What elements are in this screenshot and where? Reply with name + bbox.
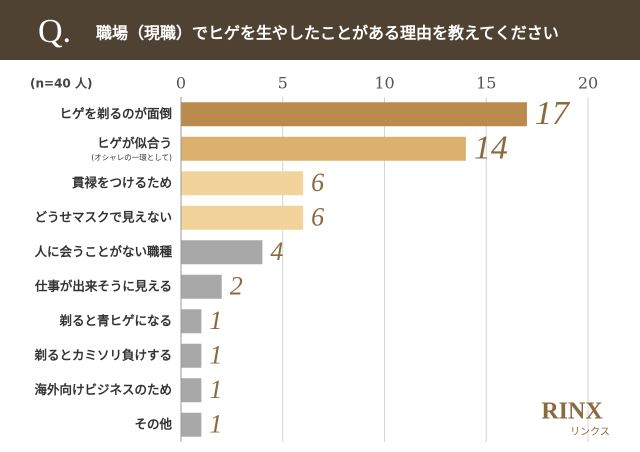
x-tick-label: 20 <box>578 74 598 93</box>
category-label: 人に会うことがない職種 <box>34 244 172 259</box>
x-tick-label: 5 <box>278 74 288 93</box>
bar <box>181 412 202 437</box>
category-label: 仕事が出来そうに見える <box>34 278 172 293</box>
bar <box>181 102 527 127</box>
value-label: 1 <box>209 375 222 404</box>
sample-note: (n=40 人) <box>30 76 92 91</box>
value-label: 6 <box>311 203 324 232</box>
value-label: 1 <box>209 341 222 370</box>
bar <box>181 309 202 334</box>
value-label: 14 <box>474 130 508 167</box>
category-label: 剃るとカミソリ負けする <box>33 347 172 362</box>
logo-subtext: リンクス <box>570 426 610 438</box>
bar <box>181 240 263 265</box>
logo: RINX リンクス <box>541 399 610 439</box>
category-label: 剃ると青ヒゲになる <box>58 313 172 328</box>
bar <box>181 343 202 368</box>
x-tick-label: 0 <box>176 74 186 93</box>
chart-title: 職場（現職）でヒゲを生やしたことがある理由を教えてください <box>96 24 559 43</box>
x-tick-label: 10 <box>374 74 394 93</box>
bar <box>181 136 466 161</box>
category-label: ヒゲが似合う <box>97 135 172 150</box>
category-label: どうせマスクで見えない <box>34 209 172 224</box>
value-label: 1 <box>209 410 222 439</box>
value-label: 4 <box>270 237 283 266</box>
category-label: 貫禄をつけるため <box>72 175 172 190</box>
value-label: 17 <box>535 95 571 132</box>
bar <box>181 378 202 403</box>
bar <box>181 205 304 230</box>
bar <box>181 274 222 299</box>
value-label: 6 <box>311 168 324 197</box>
question-mark: Q. <box>38 13 71 50</box>
value-label: 1 <box>209 306 222 335</box>
category-label: ヒゲを剃るのが面倒 <box>59 106 172 121</box>
value-label: 2 <box>230 272 243 301</box>
bar <box>181 171 304 196</box>
logo-text: RINX <box>541 399 603 425</box>
x-tick-label: 15 <box>476 74 496 93</box>
header-band <box>0 0 640 60</box>
category-label: 海外向けビジネスのため <box>34 382 172 397</box>
category-note: (オシャレの一環として) <box>91 153 172 162</box>
category-label: その他 <box>134 416 172 431</box>
